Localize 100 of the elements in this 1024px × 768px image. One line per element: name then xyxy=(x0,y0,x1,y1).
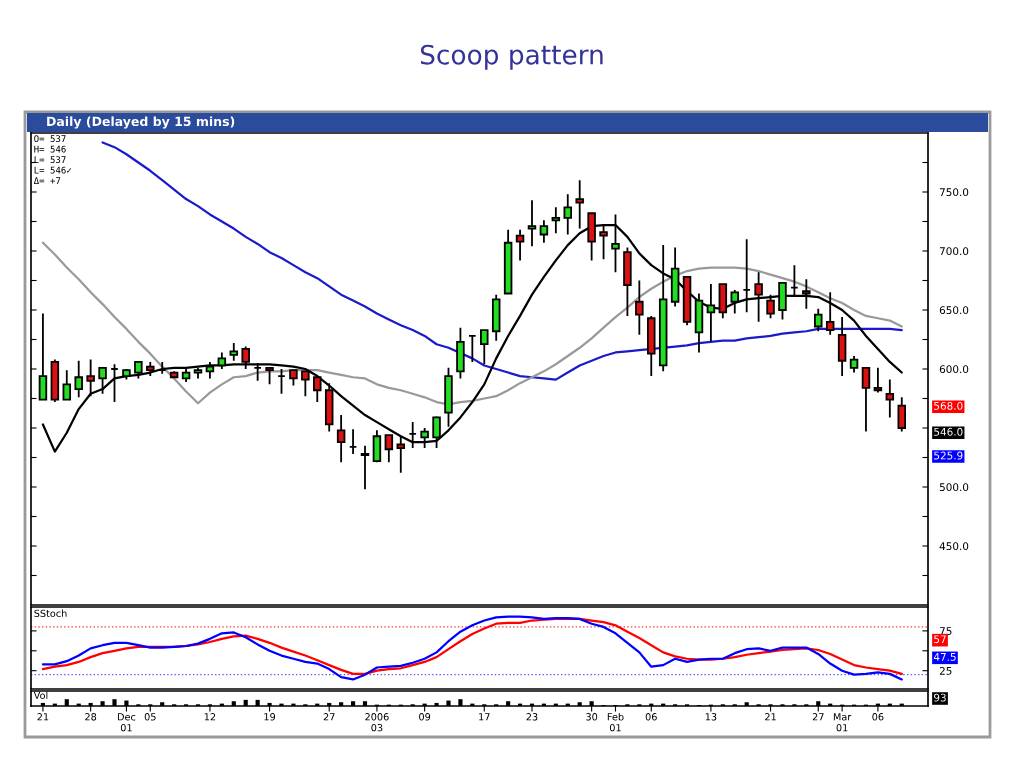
candlestick xyxy=(313,376,322,403)
candlestick xyxy=(694,292,704,354)
candlestick xyxy=(301,370,310,398)
y-tick-label: 700.0 xyxy=(939,247,969,256)
candlestick xyxy=(50,358,60,403)
text: 93 xyxy=(934,693,946,702)
candlestick xyxy=(551,206,561,235)
x-tick-label: 27 xyxy=(812,713,824,721)
candlestick xyxy=(766,293,775,320)
candlestick xyxy=(742,238,751,314)
x-tick-label: 28 xyxy=(85,713,97,721)
candlestick xyxy=(122,368,131,381)
chart-subtitle: Daily (Delayed by 15 mins) xyxy=(47,116,235,129)
x-tick-label: 2006 03 xyxy=(365,713,389,732)
candlestick xyxy=(444,366,453,428)
line-series xyxy=(101,141,903,381)
candlestick xyxy=(718,283,728,320)
candlestick xyxy=(563,193,573,236)
chart-title: Vol xyxy=(33,691,48,699)
x-tick-label: 12 xyxy=(204,713,216,721)
candlestick xyxy=(682,276,692,327)
candlestick xyxy=(849,355,859,374)
candlestick xyxy=(515,228,525,262)
candlestick xyxy=(432,415,441,449)
x-tick-label: 13 xyxy=(705,713,717,721)
x-tick-label: 06 xyxy=(645,713,657,721)
candlestick xyxy=(706,283,716,343)
text: 546.0 xyxy=(934,427,963,436)
x-tick-label: 30 xyxy=(586,713,598,721)
x-tick-label: 21 xyxy=(765,713,776,721)
text: 525.9 xyxy=(934,451,963,460)
x-tick-label: 17 xyxy=(479,713,490,721)
candlestick xyxy=(289,369,298,387)
text: 47.5 xyxy=(933,653,956,661)
candlestick xyxy=(503,228,513,295)
candlestick xyxy=(336,414,346,464)
annotation: L= 546✓ xyxy=(34,166,72,174)
candlestick xyxy=(778,281,787,321)
candlestick xyxy=(348,428,358,455)
candlestick xyxy=(241,345,250,370)
candlestick xyxy=(814,307,823,333)
candlestick xyxy=(456,326,465,380)
x-tick-label: 23 xyxy=(526,713,538,721)
candlestick xyxy=(885,378,895,419)
candlestick xyxy=(372,429,382,464)
candlestick xyxy=(420,427,429,449)
x-tick-label: 21 xyxy=(37,713,49,721)
candlestick xyxy=(277,368,286,395)
candlestick xyxy=(193,366,203,380)
text: 568.0 xyxy=(934,401,963,410)
text: 57 xyxy=(934,635,946,644)
x-tick-label: Feb 01 xyxy=(607,712,624,732)
candlestick xyxy=(324,382,334,433)
candlestick xyxy=(38,312,48,401)
y-tick-label: 750.0 xyxy=(939,188,969,197)
x-tick-label: 19 xyxy=(264,713,276,721)
candlestick xyxy=(790,264,799,298)
y-tick-label: 500.0 xyxy=(939,483,969,492)
candlestick xyxy=(527,199,537,248)
x-tick-label: 06 xyxy=(872,713,884,721)
candlestick xyxy=(670,246,680,308)
candlestick xyxy=(86,358,95,398)
candlestick xyxy=(575,179,584,230)
candlestick xyxy=(539,219,549,244)
annotation: O= 537 xyxy=(34,135,66,143)
candlestick xyxy=(861,366,871,433)
x-tick-label: 09 xyxy=(419,713,431,721)
candlestick xyxy=(730,289,740,315)
candlestick xyxy=(480,329,489,366)
candlestick xyxy=(802,278,811,310)
annotation: Δ= +7 xyxy=(33,177,61,184)
candlestick xyxy=(253,362,262,382)
candlestick xyxy=(623,246,632,317)
candlestick xyxy=(62,369,72,401)
candlestick xyxy=(468,335,477,363)
candlestick xyxy=(134,361,143,380)
candlestick xyxy=(98,366,107,395)
x-tick-label: 05 xyxy=(144,713,156,721)
x-tick-label: Mar 01 xyxy=(833,713,852,732)
y-tick-label: 25 xyxy=(939,666,952,675)
candlestick xyxy=(360,444,370,491)
y-tick-label: 75 xyxy=(939,627,952,635)
chart-title: Scoop pattern xyxy=(420,44,603,70)
candlestick xyxy=(205,361,215,380)
candlestick xyxy=(491,293,501,342)
candlestick xyxy=(408,421,417,449)
candlestick xyxy=(635,279,644,336)
candlestick xyxy=(265,366,274,386)
candlestick xyxy=(229,342,239,362)
y-tick-label: 450.0 xyxy=(939,542,969,551)
candlestick xyxy=(873,366,883,394)
candlestick xyxy=(754,271,763,323)
candlestick xyxy=(837,316,847,377)
x-tick-label: Dec 01 xyxy=(117,713,136,732)
candlestick xyxy=(658,244,668,373)
candlestick xyxy=(110,363,119,403)
chart-title: SStoch xyxy=(34,609,67,617)
y-tick-label: 650.0 xyxy=(939,306,969,315)
candlestick xyxy=(157,361,167,375)
candlestick xyxy=(181,368,191,383)
